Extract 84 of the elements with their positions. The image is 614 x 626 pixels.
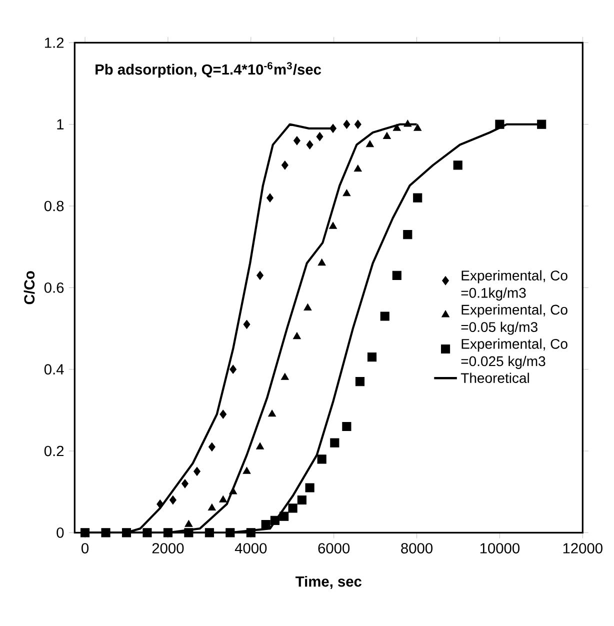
point [495,120,504,129]
y-tick-label: 0.8 [44,200,64,212]
point [329,222,337,229]
point [243,320,250,329]
point [318,258,326,266]
point [266,193,274,202]
point [293,136,300,146]
x-tick-label: 6000 [318,543,350,554]
point [163,528,173,538]
y-tick-label: 0 [56,527,64,538]
point [316,132,324,142]
point [342,422,352,432]
point [194,466,200,476]
point [330,438,340,448]
point [414,124,422,131]
point [537,120,546,129]
point [392,124,401,131]
x-tick-label: 4000 [234,543,267,554]
point [246,528,256,538]
point [270,516,280,525]
point [122,528,132,538]
point [280,372,289,380]
point [453,160,462,170]
point [317,454,326,464]
point [256,442,264,450]
point [220,410,227,419]
x-axis-title: Time, sec [296,576,362,589]
point [256,270,264,280]
point [142,528,152,538]
point [204,528,214,538]
point [230,364,237,374]
point [367,352,377,362]
point [305,483,314,492]
point [380,312,390,321]
x-tick-label: 12000 [563,543,602,554]
point [403,230,412,240]
point [261,520,270,530]
x-tick-label: 8000 [401,543,432,554]
point [242,466,251,474]
point [229,487,238,494]
point [304,304,312,310]
y-tick-label: 0.6 [44,282,64,293]
point [354,164,362,172]
point [330,124,336,133]
text: Pb adsorption, Q=1.4*10$^{-6}$m$^{3}$/sec [96,62,322,78]
point [366,140,374,148]
point [413,193,422,202]
point [281,160,288,170]
y-tick-label: 0.4 [44,364,64,375]
point [219,495,228,502]
point [182,479,188,488]
point [101,528,110,538]
point [208,442,216,452]
legend-label: Theoretical [460,372,529,384]
point [342,189,351,196]
point [169,495,176,505]
point [184,520,193,527]
point [288,504,298,513]
point [80,528,90,538]
x-tick-label: 10000 [480,543,520,554]
point [392,270,402,280]
y-tick-label: 1.2 [44,38,64,48]
point [343,120,350,129]
y-tick-label: 1 [57,119,64,130]
x-tick-label: 0 [82,543,89,554]
y-axis-title: C/Co [24,271,35,304]
point [306,140,314,150]
point [268,410,276,417]
point [355,377,365,386]
x-tick-label: 2000 [152,543,184,554]
point [208,504,216,511]
point [382,132,391,139]
legend-label: Experimental, Co =0.1kg/m3 [461,270,568,301]
point [354,120,362,129]
legend-label: Experimental, Co =0.025 kg/m3 [461,338,568,369]
point [184,528,194,538]
point [156,500,164,509]
point [404,120,412,127]
legend-label: Experimental, Co =0.05 kg/m3 [461,304,568,335]
point [292,332,301,340]
point [280,512,289,521]
point [297,495,306,505]
point [226,528,235,538]
y-tick-label: 0.2 [44,446,64,456]
